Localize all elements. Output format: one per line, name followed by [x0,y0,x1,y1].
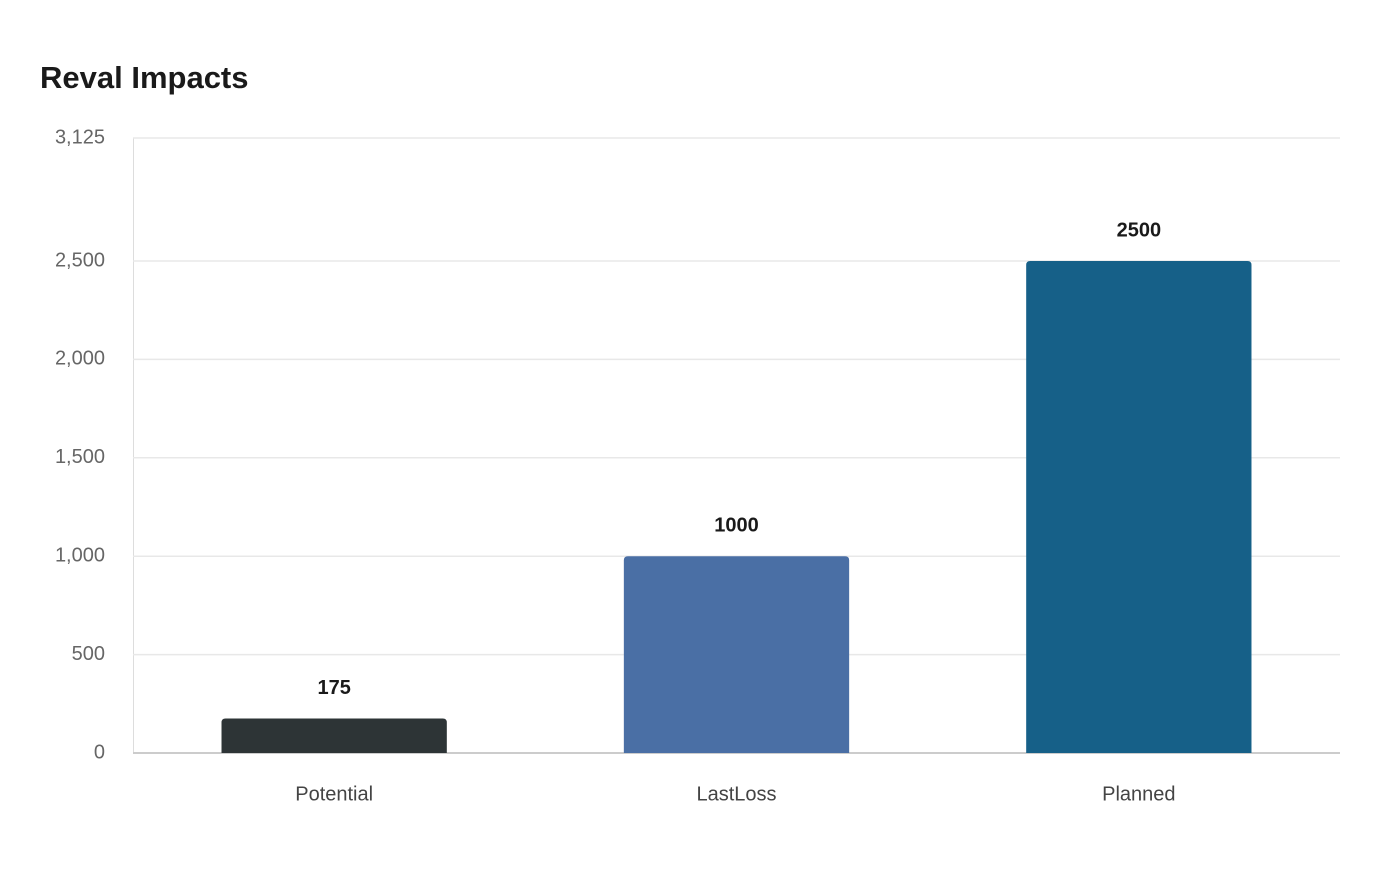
x-tick-label: Potential [295,783,373,805]
value-label: 2500 [1117,219,1162,241]
bar [221,718,447,753]
x-tick-label: LastLoss [696,783,776,805]
value-label: 1000 [714,514,759,536]
x-tick-label: Planned [1102,783,1175,805]
y-tick-label: 2,000 [55,348,105,370]
y-tick-label: 2,500 [55,249,105,271]
y-tick-label: 3,125 [55,126,105,148]
y-tick-label: 1,000 [55,544,105,566]
bar [1026,261,1252,753]
bar [623,556,850,753]
value-label: 175 [317,677,350,699]
y-tick-label: 500 [72,643,105,665]
y-tick-label: 1,500 [55,446,105,468]
y-tick-label: 0 [94,741,105,763]
chart-title: Reval Impacts [40,60,249,95]
